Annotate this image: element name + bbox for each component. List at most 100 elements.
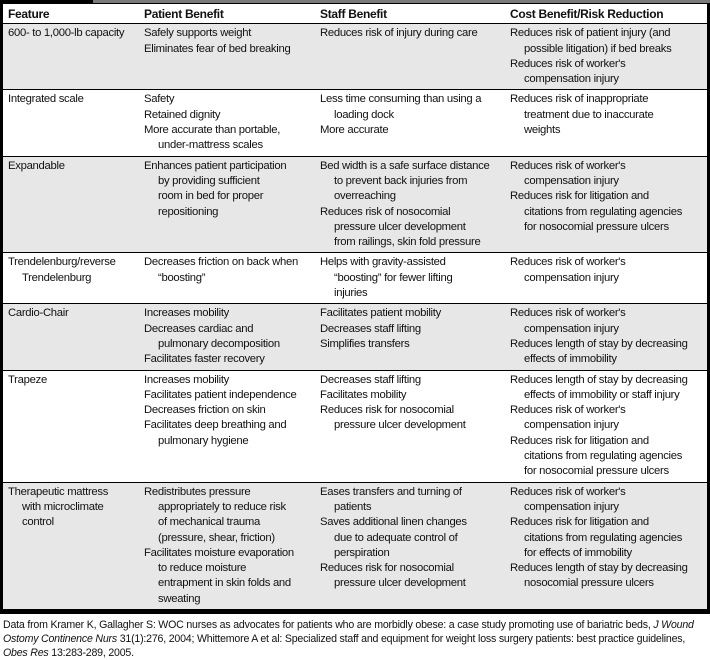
cost-text: Reduces risk of worker's xyxy=(510,404,626,417)
cell-feature: Cardio-Chair xyxy=(3,303,139,371)
header-feature: Feature xyxy=(3,4,139,25)
cell-patient: Decreases friction on back when “boosting… xyxy=(139,252,315,304)
patient-text: under-mattress scales xyxy=(158,139,263,152)
staff-text: Facilitates patient mobility xyxy=(320,307,441,320)
cost-text: weights xyxy=(524,124,561,137)
patient-text: appropriately to reduce risk xyxy=(158,500,286,513)
cell-cost: Reduces risk of worker's compensation inj… xyxy=(505,155,707,253)
staff-text: Reduces risk of nosocomial xyxy=(320,205,451,218)
staff-text: Less time consuming than using a xyxy=(320,93,482,106)
cost-text: nosocomial pressure ulcers xyxy=(524,577,654,590)
patient-text: Eliminates fear of bed breaking xyxy=(144,42,291,55)
cell-feature: Therapeutic mattress with microclimate con… xyxy=(3,481,139,609)
cell-feature: Trendelenburg/reverse Trendelenburg xyxy=(3,252,139,304)
cost-text: Reduces length of stay by decreasing xyxy=(510,373,688,386)
cost-text: citations from regulating agencies xyxy=(524,450,683,463)
patient-text: Decreases friction on back when xyxy=(144,256,298,269)
feature-text: Trapeze xyxy=(8,373,47,386)
cell-feature: Integrated scale xyxy=(3,89,139,157)
cell-staff: Decreases staff lifting Facilitates mobil… xyxy=(315,369,505,483)
cell-staff: Facilitates patient mobility Decreases st… xyxy=(315,303,505,371)
header-cost-benefit: Cost Benefit/Risk Reduction xyxy=(505,4,707,25)
footnote-text: Data from Kramer K, Gallagher S: WOC nur… xyxy=(3,618,654,631)
cell-cost: Reduces length of stay by decreasing effe… xyxy=(505,369,707,483)
cell-patient: Increases mobility Facilitates patient in… xyxy=(139,369,315,483)
staff-text: Reduces risk of injury during care xyxy=(320,27,478,40)
table-row: Trendelenburg/reverse Trendelenburg Decrea… xyxy=(3,252,707,304)
cost-text: for nosocomial pressure ulcers xyxy=(524,220,669,233)
footnote-text: 13:283-289, 2005. xyxy=(48,646,134,659)
feature-text: Trendelenburg/reverse xyxy=(8,256,116,269)
cell-patient: Safety Retained dignity More accurate than… xyxy=(139,89,315,157)
feature-text: 600- to 1,000-lb capacity xyxy=(8,27,125,40)
cost-text: Reduces risk of inappropriate xyxy=(510,93,649,106)
cell-staff: Reduces risk of injury during care xyxy=(315,23,505,90)
patient-text: of mechanical trauma xyxy=(158,516,260,529)
cost-text: Reduces length of stay by decreasing xyxy=(510,337,688,350)
cell-feature: 600- to 1,000-lb capacity xyxy=(3,23,139,90)
staff-text: Reduces risk for nosocomial xyxy=(320,562,454,575)
cost-text: compensation injury xyxy=(524,174,619,187)
cost-text: effects of immobility or staff injury xyxy=(524,388,680,401)
staff-text: overreaching xyxy=(334,190,396,203)
patient-text: sweating xyxy=(158,592,201,605)
feature-text: Cardio-Chair xyxy=(8,307,69,320)
cost-text: Reduces risk for litigation and xyxy=(510,190,649,203)
staff-text: “boosting” for fewer lifting xyxy=(334,271,453,284)
cost-text: compensation injury xyxy=(524,322,619,335)
footnote-text: 31(1):276, 2004; Whittemore A et al: Spe… xyxy=(116,632,686,645)
cost-text: possible litigation) if bed breaks xyxy=(524,42,672,55)
table-row: Integrated scale Safety Retained dignity Mo… xyxy=(3,89,707,157)
cost-text: compensation injury xyxy=(524,500,619,513)
patient-text: pulmonary hygiene xyxy=(158,434,249,447)
staff-text: More accurate xyxy=(320,124,389,137)
patient-text: Safety xyxy=(144,93,175,106)
header-staff-benefit: Staff Benefit xyxy=(315,4,505,25)
patient-text: Facilitates faster recovery xyxy=(144,353,265,366)
bariatric-bed-features-table: Feature Patient Benefit Staff Benefit Cost … xyxy=(3,4,707,609)
staff-text: Decreases staff lifting xyxy=(320,322,421,335)
top-rule xyxy=(0,0,710,4)
cost-text: citations from regulating agencies xyxy=(524,531,683,544)
cost-text: effects of immobility xyxy=(524,353,617,366)
table-row: Trapeze Increases mobility Facilitates pat… xyxy=(3,369,707,483)
patient-text: Increases mobility xyxy=(144,373,230,386)
patient-text: “boosting” xyxy=(158,271,206,284)
feature-text: Trendelenburg xyxy=(22,271,92,284)
feature-text: control xyxy=(22,516,54,529)
cost-text: Reduces risk for litigation and xyxy=(510,516,649,529)
source-footnote: Data from Kramer K, Gallagher S: WOC nur… xyxy=(3,618,707,660)
top-rule-gray xyxy=(93,0,710,3)
patient-text: Increases mobility xyxy=(144,307,230,320)
cell-cost: Reduces risk of patient injury (and possi… xyxy=(505,23,707,90)
patient-text: Enhances patient participation xyxy=(144,159,287,172)
staff-text: loading dock xyxy=(334,108,394,121)
cost-text: compensation injury xyxy=(524,73,619,86)
cell-staff: Bed width is a safe surface distance to p… xyxy=(315,155,505,253)
cost-text: citations from regulating agencies xyxy=(524,205,683,218)
cell-cost: Reduces risk of worker's compensation inj… xyxy=(505,303,707,371)
staff-text: from railings, skin fold pressure xyxy=(334,236,481,249)
cell-patient: Enhances patient participation by providi… xyxy=(139,155,315,253)
staff-text: pressure ulcer development xyxy=(334,220,466,233)
staff-text: Helps with gravity-assisted xyxy=(320,256,446,269)
staff-text: Saves additional linen changes xyxy=(320,516,467,529)
cost-text: Reduces risk of patient injury (and xyxy=(510,27,671,40)
staff-text: Bed width is a safe surface distance xyxy=(320,159,490,172)
staff-text: injuries xyxy=(334,287,368,300)
staff-text: perspiration xyxy=(334,546,390,559)
cell-patient: Safely supports weight Eliminates fear of… xyxy=(139,23,315,90)
feature-text: Integrated scale xyxy=(8,93,84,106)
cell-staff: Helps with gravity-assisted “boosting” fo… xyxy=(315,252,505,304)
cell-feature: Expandable xyxy=(3,155,139,253)
patient-text: (pressure, shear, friction) xyxy=(158,531,275,544)
cost-text: Reduces risk of worker's xyxy=(510,485,626,498)
cost-text: Reduces length of stay by decreasing xyxy=(510,562,688,575)
cell-staff: Eases transfers and turning of patients Sa… xyxy=(315,481,505,609)
patient-text: room in bed for proper xyxy=(158,190,264,203)
cell-cost: Reduces risk of inappropriate treatment d… xyxy=(505,89,707,157)
patient-text: More accurate than portable, xyxy=(144,124,281,137)
cost-text: compensation injury xyxy=(524,419,619,432)
cell-feature: Trapeze xyxy=(3,369,139,483)
feature-text: with microclimate xyxy=(22,500,104,513)
